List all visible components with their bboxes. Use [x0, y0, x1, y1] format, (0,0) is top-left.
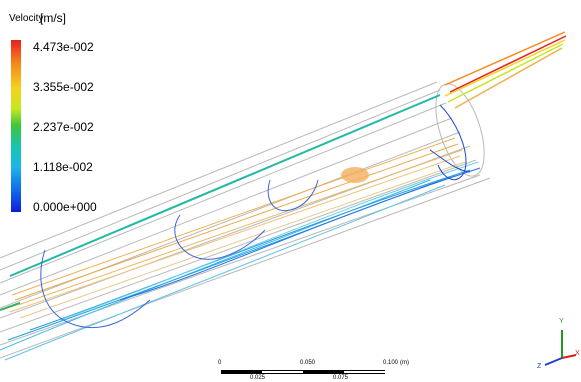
- legend-title: Velocity: [9, 13, 44, 24]
- legend-tick-min: 0.000e+000: [33, 200, 97, 214]
- scale-label-0: 0: [218, 360, 222, 366]
- axis-x-label: X: [575, 350, 580, 357]
- scale-segment-1: [221, 370, 262, 374]
- legend-tick-2: 2.237e-002: [33, 120, 94, 134]
- outlet-jet: [444, 31, 567, 109]
- legend-tick-1: 1.118e-002: [33, 160, 93, 174]
- pipe-outline: [0, 81, 491, 359]
- legend-tick-max: 4.473e-002: [33, 40, 94, 54]
- scale-label-075: 0.075: [333, 375, 349, 381]
- high-velocity-region: [341, 167, 369, 183]
- legend-unit: [m/s]: [40, 11, 66, 25]
- axis-y-label: Y: [559, 318, 564, 325]
- axes-triad: [544, 330, 577, 366]
- scale-segment-4: [344, 370, 385, 374]
- core-streamlines: [9, 137, 466, 319]
- scale-segment-3: [303, 370, 344, 374]
- scale-segment-2: [262, 370, 303, 374]
- scale-unit: (m): [400, 360, 409, 366]
- legend-tick-3: 3.355e-002: [33, 80, 94, 94]
- scale-label-100: 0.100: [383, 360, 399, 366]
- lower-streamlines: [0, 161, 481, 361]
- scale-label-025: 0.025: [250, 375, 266, 381]
- axis-z-label: Z: [537, 363, 542, 370]
- swirl-loops: [40, 104, 471, 329]
- colorbar: [11, 40, 21, 212]
- scale-label-050: 0.050: [300, 360, 316, 366]
- upper-streamline: [0, 94, 441, 311]
